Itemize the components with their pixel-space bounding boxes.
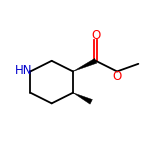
Text: O: O bbox=[91, 29, 100, 42]
Polygon shape bbox=[73, 59, 97, 71]
Polygon shape bbox=[73, 93, 92, 104]
Text: O: O bbox=[112, 70, 122, 83]
Text: HN: HN bbox=[15, 64, 32, 77]
